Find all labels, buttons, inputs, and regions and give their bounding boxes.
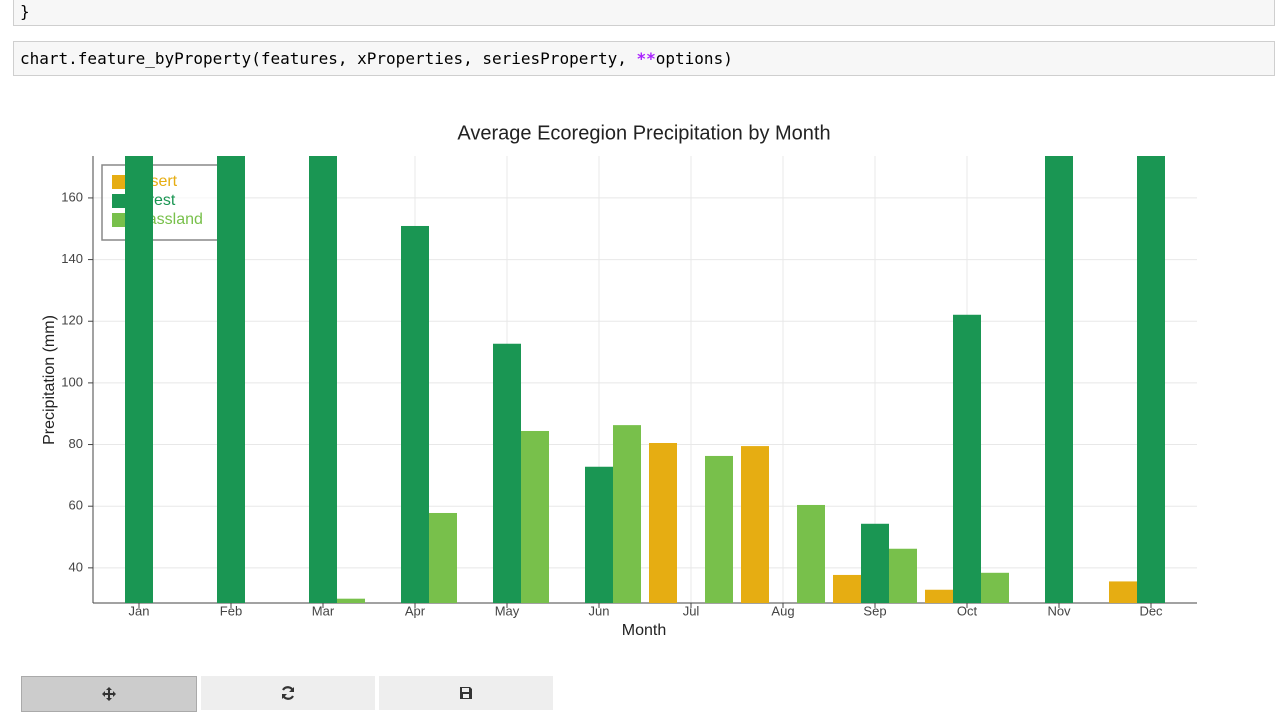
bar	[613, 425, 641, 603]
code-cell[interactable]: chart.feature_byProperty(features, xProp…	[13, 41, 1275, 76]
y-tick-label: 120	[61, 313, 83, 328]
refresh-icon	[281, 686, 295, 700]
y-tick-label: 60	[69, 498, 83, 513]
x-tick-label: Nov	[1047, 603, 1071, 618]
x-tick-label: Sep	[863, 603, 886, 618]
bar	[401, 225, 429, 603]
pan-button[interactable]	[21, 676, 197, 712]
code: options)	[655, 49, 733, 68]
bar	[741, 446, 769, 603]
y-tick-label: 100	[61, 374, 83, 389]
chart: Average Ecoregion Precipitation by Month…	[41, 122, 1197, 639]
bar	[925, 589, 953, 603]
y-tick-label: 40	[69, 559, 83, 574]
y-tick-label: 160	[61, 189, 83, 204]
bar	[337, 598, 365, 603]
bar	[521, 430, 549, 603]
x-tick-label: Jan	[129, 603, 150, 618]
x-tick-label: Aug	[771, 603, 794, 618]
code: chart.feature_byProperty(features, xProp…	[20, 49, 637, 68]
x-tick-label: Apr	[405, 603, 426, 618]
x-tick-label: Dec	[1139, 603, 1163, 618]
bar	[429, 512, 457, 603]
x-tick-label: Mar	[312, 603, 335, 618]
legend-swatch	[112, 175, 126, 189]
x-tick-label: Jul	[683, 603, 700, 618]
bar	[861, 523, 889, 603]
y-tick-label: 140	[61, 251, 83, 266]
bar	[649, 443, 677, 603]
reset-button[interactable]	[201, 676, 375, 710]
bar	[309, 156, 337, 603]
bar	[833, 574, 861, 603]
chart-title: Average Ecoregion Precipitation by Month	[457, 122, 830, 144]
y-tick-label: 80	[69, 436, 83, 451]
x-tick-label: Jun	[589, 603, 610, 618]
bar	[981, 572, 1009, 603]
bar	[705, 455, 733, 603]
legend-swatch	[112, 194, 126, 208]
x-axis-label: Month	[622, 622, 666, 639]
code-operator: **	[636, 49, 656, 68]
bar	[889, 548, 917, 603]
bar	[797, 504, 825, 603]
bar	[1045, 156, 1073, 603]
plot-area	[125, 156, 1165, 603]
bar	[1137, 156, 1165, 603]
x-tick-label: Feb	[220, 603, 242, 618]
bar	[1109, 581, 1137, 603]
y-axis-label: Precipitation (mm)	[41, 315, 58, 445]
bar	[493, 343, 521, 603]
bar	[125, 156, 153, 603]
bar	[585, 466, 613, 603]
move-icon	[102, 687, 116, 701]
code-cell[interactable]: }	[13, 0, 1275, 26]
x-tick-label: Oct	[957, 603, 978, 618]
save-button[interactable]	[379, 676, 553, 710]
x-tick-label: May	[495, 603, 520, 618]
bar	[217, 156, 245, 603]
bar	[953, 314, 981, 603]
legend-swatch	[112, 213, 126, 227]
code: }	[20, 2, 30, 21]
save-icon	[460, 687, 472, 699]
